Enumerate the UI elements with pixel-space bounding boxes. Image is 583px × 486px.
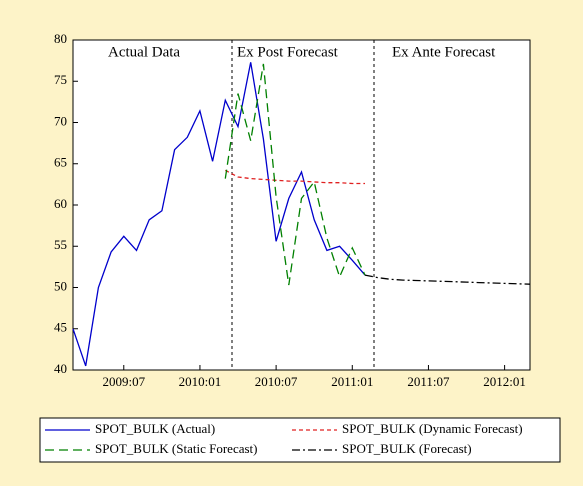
y-tick-label: 45	[54, 320, 67, 335]
y-tick-label: 65	[54, 155, 67, 170]
series-line	[72, 62, 366, 367]
series-line	[224, 169, 365, 185]
legend-label: SPOT_BULK (Dynamic Forecast)	[342, 421, 523, 436]
annotation: Ex Ante Forecast	[392, 44, 496, 60]
y-tick-label: 60	[54, 196, 67, 211]
y-tick-label: 75	[54, 72, 67, 87]
x-tick-label: 2010:07	[255, 374, 298, 389]
x-tick-label: 2011:07	[407, 374, 450, 389]
x-tick-label: 2011:01	[331, 374, 373, 389]
legend-label: SPOT_BULK (Static Forecast)	[95, 441, 257, 456]
plot-area	[72, 39, 531, 371]
x-tick-label: 2010:01	[179, 374, 222, 389]
x-tick-label: 2012:01	[483, 374, 526, 389]
y-tick-label: 80	[54, 31, 67, 46]
legend-label: SPOT_BULK (Forecast)	[342, 441, 472, 456]
y-tick-label: 40	[54, 361, 67, 376]
legend	[39, 417, 561, 463]
y-tick-label: 50	[54, 278, 67, 293]
legend-label: SPOT_BULK (Actual)	[95, 421, 215, 436]
series-line	[364, 274, 531, 285]
y-tick-label: 70	[54, 113, 67, 128]
series-line	[224, 63, 366, 286]
y-tick-label: 55	[54, 237, 67, 252]
x-tick-label: 2009:07	[102, 374, 145, 389]
annotation: Ex Post Forecast	[237, 44, 339, 60]
annotation: Actual Data	[108, 44, 180, 60]
